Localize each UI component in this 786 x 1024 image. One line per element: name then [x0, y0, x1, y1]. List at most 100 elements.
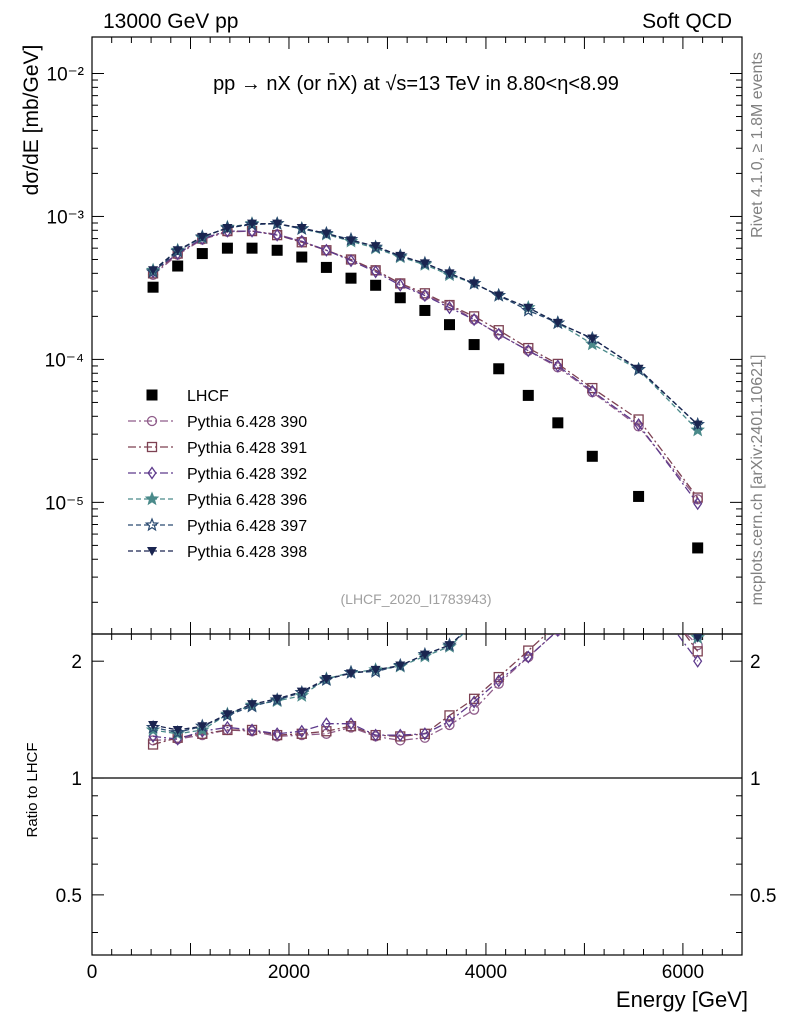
ratio-line	[152, 634, 699, 731]
data-point	[493, 363, 505, 375]
ratio-point	[634, 583, 643, 592]
y-tick-label: 10⁻⁴	[45, 350, 84, 371]
ratio-y-tick-label-right: 0.5	[750, 886, 776, 907]
data-point	[552, 417, 564, 429]
ratio-point	[147, 739, 159, 750]
ratio-point	[469, 695, 479, 709]
ratio-point	[170, 724, 185, 739]
data-point	[419, 259, 430, 269]
ratio-point	[222, 724, 233, 736]
ratio-y-tick-label-right: 2	[750, 652, 761, 673]
legend-item: Pythia 6.428 392	[128, 466, 307, 483]
ratio-point	[371, 728, 381, 742]
ratio-point	[553, 619, 562, 628]
ratio-series-392	[148, 596, 703, 746]
legend-item: LHCF	[146, 388, 229, 405]
ratio-y-tick-label-right: 1	[750, 769, 761, 790]
ratio-point	[493, 599, 504, 610]
mcplots-label: mcplots.cern.ch [arXiv:2401.10621]	[749, 355, 766, 606]
data-point	[296, 251, 308, 263]
data-point	[553, 359, 563, 373]
ratio-point	[296, 687, 307, 697]
data-point	[587, 384, 597, 398]
data-point	[586, 450, 598, 462]
ratio-point	[297, 724, 307, 738]
data-point	[692, 492, 703, 503]
legend-label: Pythia 6.428 390	[187, 414, 307, 431]
ratio-point	[633, 530, 644, 541]
ratio-point	[589, 596, 597, 607]
data-point	[552, 318, 563, 328]
ratio-point	[346, 669, 357, 679]
series-line	[152, 223, 699, 431]
legend-label: Pythia 6.428 396	[187, 492, 307, 509]
ratio-point	[555, 634, 560, 638]
data-point	[272, 219, 283, 229]
ratio-point	[634, 532, 644, 541]
data-point	[468, 311, 480, 322]
data-point	[395, 278, 405, 292]
legend: LHCF Pythia 6.428 390 Pythia 6.428 391 Pyth…	[128, 388, 307, 561]
series-pythia-398	[148, 219, 703, 430]
data-point	[271, 244, 283, 256]
header-left: 13000 GeV pp	[103, 10, 238, 33]
data-point	[522, 389, 534, 401]
ratio-line	[153, 634, 699, 735]
ratio-point	[523, 645, 534, 656]
ratio-y-tick-label: 2	[71, 652, 82, 673]
ratio-point	[552, 566, 563, 577]
series-line	[152, 223, 699, 426]
ratio-point	[370, 665, 381, 675]
data-point	[321, 243, 331, 257]
ratio-point	[553, 568, 563, 577]
ratio-point	[493, 599, 504, 610]
ratio-point	[247, 700, 258, 710]
ratio-frame	[91, 633, 743, 956]
ratio-point	[469, 620, 479, 629]
data-point	[523, 303, 534, 313]
legend-label: Pythia 6.428 397	[187, 518, 307, 535]
data-point	[693, 496, 703, 511]
data-point	[148, 266, 159, 276]
data-point	[370, 242, 381, 252]
data-point	[370, 279, 382, 291]
data-point	[633, 490, 645, 502]
y-tick-label: 10⁻³	[47, 207, 85, 228]
legend-label: LHCF	[187, 388, 229, 405]
ratio-point	[692, 634, 703, 643]
legend-label: Pythia 6.428 392	[187, 466, 307, 483]
legend-marker	[147, 547, 157, 556]
data-point	[633, 364, 644, 374]
legend-marker	[144, 517, 160, 532]
legend-marker	[146, 389, 158, 401]
data-point	[420, 288, 430, 303]
data-point	[221, 242, 233, 254]
ratio-point	[523, 581, 534, 592]
data-point	[272, 228, 282, 242]
data-point	[346, 254, 356, 268]
rivet-version-label: Rivet 4.1.0, ≥ 1.8M events	[749, 52, 766, 238]
plot-title: pp → nX (or n̄X) at √s=13 TeV in 8.80<η<…	[213, 72, 619, 95]
data-point	[172, 260, 184, 272]
data-point	[394, 292, 406, 304]
x-tick-label: 2000	[268, 962, 310, 983]
data-point	[297, 234, 307, 248]
data-point	[395, 251, 406, 261]
data-point	[521, 302, 536, 317]
data-point	[444, 319, 455, 331]
legend-item: Pythia 6.428 391	[128, 440, 307, 457]
data-point	[419, 304, 431, 316]
ratio-point	[494, 600, 504, 609]
ratio-point	[494, 674, 504, 688]
y-tick-label: 10⁻⁵	[45, 493, 84, 514]
ratio-point	[321, 674, 332, 684]
ratio-point	[523, 583, 533, 592]
series-line	[152, 230, 699, 498]
ratio-point	[222, 710, 233, 720]
legend-marker	[146, 415, 158, 427]
ratio-point	[197, 722, 208, 732]
data-point	[468, 339, 480, 351]
ratio-point	[587, 549, 597, 558]
ratio-point	[468, 704, 480, 715]
